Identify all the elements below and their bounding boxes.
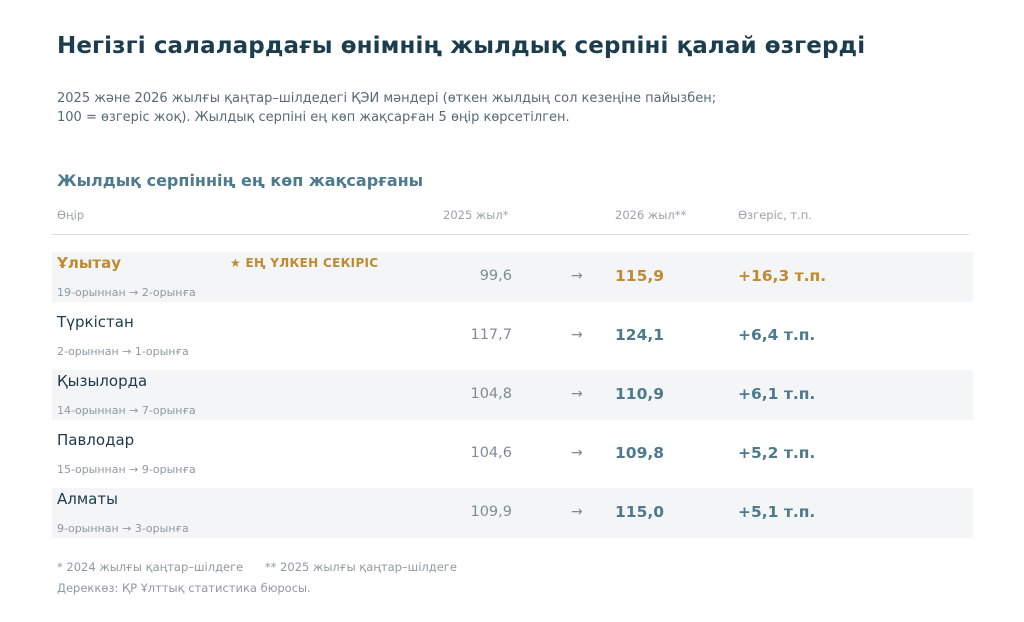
arrow-icon: → (571, 268, 583, 284)
data-table: Ұлытау 19-орыннан → 2-орынға 99,6 → 115,9 +16… (52, 252, 973, 547)
subtitle-line-1: 2025 және 2026 жылғы қаңтар–шілдедегі ҚЭ… (57, 91, 717, 106)
change-value: +5,2 т.п. (738, 444, 816, 462)
value-2025: 99,6 (479, 268, 512, 284)
rank-change-label: 19-орыннан → 2-орынға (57, 286, 196, 299)
footnote-2025: * 2024 жылғы қаңтар–шілдеге (57, 560, 244, 574)
rank-change-label: 14-орыннан → 7-орынға (57, 404, 196, 417)
table-row: Алматы 9-орыннан → 3-орынға 109,9 → 115,0 +5,… (52, 488, 973, 538)
region-name: Ұлытау (57, 254, 122, 272)
change-value: +6,1 т.п. (738, 385, 816, 403)
footnote-2026: ** 2025 жылғы қаңтар–шілдеге (264, 560, 457, 574)
region-name: Түркістан (57, 313, 134, 331)
arrow-icon: → (571, 386, 583, 402)
region-name: Павлодар (57, 431, 135, 449)
subtitle-line-2: 100 = өзгеріс жоқ). Жылдық серпіні ең кө… (57, 110, 570, 125)
value-2026: 110,9 (615, 385, 665, 403)
value-2025: 104,8 (470, 386, 512, 402)
value-2025: 104,6 (470, 445, 512, 461)
region-name: Алматы (57, 490, 118, 508)
column-header-change: Өзгеріс, т.п. (738, 208, 812, 222)
value-2026: 124,1 (615, 326, 665, 344)
table-row: Ұлытау 19-орыннан → 2-орынға 99,6 → 115,9 +16… (52, 252, 973, 302)
source-note: Дереккөз: ҚР Ұлттық статистика бюросы. (57, 581, 311, 595)
subtitle: 2025 және 2026 жылғы қаңтар–шілдедегі ҚЭ… (57, 89, 957, 127)
table-row: Түркістан 2-орыннан → 1-орынға 117,7 → 124,1… (52, 311, 973, 361)
column-header-2025: 2025 жыл* (443, 208, 509, 222)
rank-change-label: 2-орыннан → 1-орынға (57, 345, 189, 358)
header-divider (52, 234, 969, 235)
value-2026: 115,0 (615, 503, 665, 521)
footnotes: * 2024 жылғы қаңтар–шілдеге ** 2025 жылғ… (57, 560, 475, 574)
top-jump-badge: ★ ЕҢ ҮЛКЕН СЕКІРІС (230, 256, 379, 270)
arrow-icon: → (571, 504, 583, 520)
value-2025: 117,7 (470, 327, 512, 343)
region-name: Қызылорда (57, 372, 148, 390)
rank-change-label: 15-орыннан → 9-орынға (57, 463, 196, 476)
change-value: +16,3 т.п. (738, 267, 827, 285)
value-2026: 115,9 (615, 267, 665, 285)
arrow-icon: → (571, 445, 583, 461)
table-row: Павлодар 15-орыннан → 9-орынға 104,6 → 109,8… (52, 429, 973, 479)
value-2025: 109,9 (470, 504, 512, 520)
table-row: Қызылорда 14-орыннан → 7-орынға 104,8 → 110,… (52, 370, 973, 420)
page-title: Негізгі салалардағы өнімнің жылдық серпі… (57, 33, 866, 59)
table-title: Жылдық серпіннің ең көп жақсарғаны (57, 171, 424, 190)
column-header-region: Өңір (57, 208, 85, 222)
change-value: +6,4 т.п. (738, 326, 816, 344)
rank-change-label: 9-орыннан → 3-орынға (57, 522, 189, 535)
column-header-2026: 2026 жыл** (615, 208, 687, 222)
arrow-icon: → (571, 327, 583, 343)
change-value: +5,1 т.п. (738, 503, 816, 521)
value-2026: 109,8 (615, 444, 665, 462)
